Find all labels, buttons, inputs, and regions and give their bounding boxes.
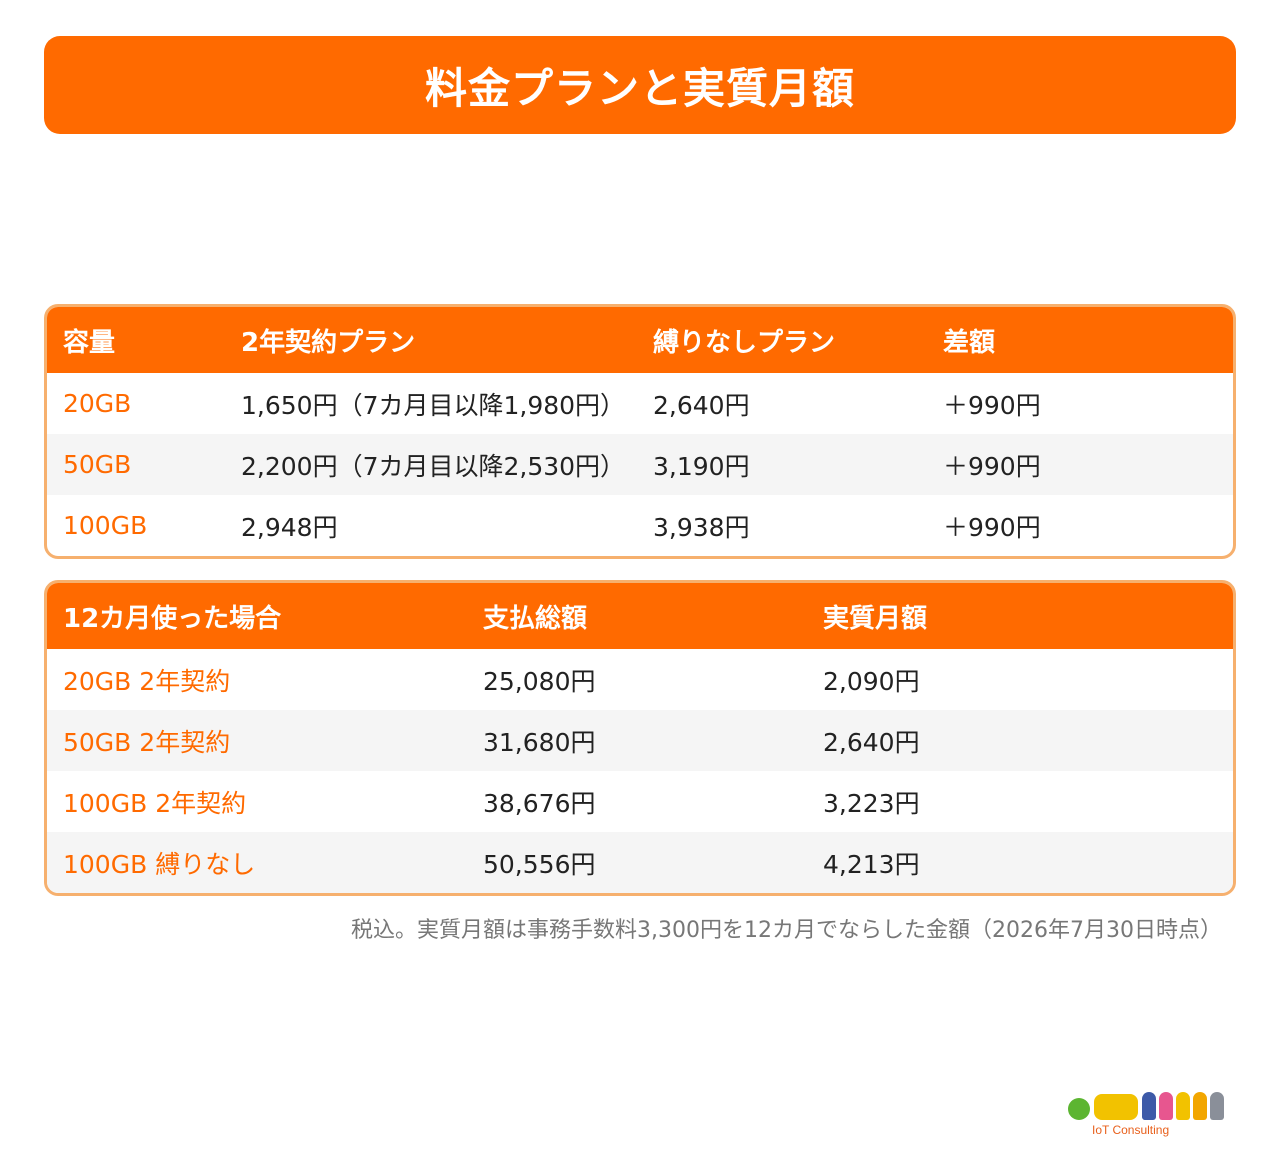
total-payment-cell: 31,680円 (483, 727, 596, 757)
difference-cell: ＋990円 (943, 451, 1041, 481)
header-capacity: 容量 (63, 327, 116, 358)
difference-cell: ＋990円 (943, 390, 1041, 420)
logo-text: IoT Consulting (1092, 1123, 1170, 1137)
header-difference: 差額 (943, 327, 996, 358)
table-row: 50GB 2年契約 31,680円 2,640円 (47, 710, 1233, 771)
capacity-cell: 50GB (63, 450, 132, 479)
header-no-contract-plan: 縛りなしプラン (653, 327, 836, 358)
logo-wordmark-icon (1094, 1094, 1138, 1120)
header-total-payment: 支払総額 (483, 603, 588, 634)
case-cell: 50GB 2年契約 (63, 727, 231, 757)
header-case: 12カ月使った場合 (63, 603, 282, 634)
plans-table-card: 容量 2年契約プラン 縛りなしプラン 差額 20GB 1,650円（7カ月目以降… (44, 304, 1236, 559)
logo-badge-icon (1068, 1098, 1090, 1120)
total-payment-cell: 38,676円 (483, 788, 596, 818)
logo-characters-icon (1142, 1092, 1224, 1120)
total-payment-cell: 50,556円 (483, 849, 596, 879)
case-cell: 100GB 2年契約 (63, 788, 247, 818)
brand-logo: IoT Consulting (1066, 1090, 1226, 1140)
table-row: 100GB 縛りなし 50,556円 4,213円 (47, 832, 1233, 893)
table-row: 100GB 2,948円 3,938円 ＋990円 (47, 495, 1233, 556)
case-cell: 100GB 縛りなし (63, 849, 256, 879)
two-year-price-cell: 2,948円 (241, 512, 338, 542)
table-row: 50GB 2,200円（7カ月目以降2,530円） 3,190円 ＋990円 (47, 434, 1233, 495)
annual-table-header-row: 12カ月使った場合 支払総額 実質月額 (47, 583, 1233, 649)
no-contract-price-cell: 3,190円 (653, 451, 750, 481)
page-title: 料金プランと実質月額 (424, 63, 855, 113)
effective-monthly-cell: 4,213円 (823, 849, 920, 879)
annual-cost-table-card: 12カ月使った場合 支払総額 実質月額 20GB 2年契約 25,080円 2,… (44, 580, 1236, 896)
table-row: 20GB 1,650円（7カ月目以降1,980円） 2,640円 ＋990円 (47, 373, 1233, 434)
annual-cost-table: 12カ月使った場合 支払総額 実質月額 20GB 2年契約 25,080円 2,… (47, 583, 1233, 893)
title-banner: 料金プランと実質月額 (44, 36, 1236, 134)
table-row: 20GB 2年契約 25,080円 2,090円 (47, 649, 1233, 710)
table-row: 100GB 2年契約 38,676円 3,223円 (47, 771, 1233, 832)
capacity-cell: 100GB (63, 511, 148, 540)
effective-monthly-cell: 2,640円 (823, 727, 920, 757)
two-year-price-cell: 1,650円（7カ月目以降1,980円） (241, 390, 626, 420)
header-effective-monthly: 実質月額 (823, 603, 928, 634)
total-payment-cell: 25,080円 (483, 666, 596, 696)
footnote: 税込。実質月額は事務手数料3,300円を12カ月でならした金額（2026年7月3… (351, 918, 1222, 943)
no-contract-price-cell: 3,938円 (653, 512, 750, 542)
difference-cell: ＋990円 (943, 512, 1041, 542)
capacity-cell: 20GB (63, 389, 132, 418)
effective-monthly-cell: 3,223円 (823, 788, 920, 818)
case-cell: 20GB 2年契約 (63, 666, 231, 696)
header-two-year-plan: 2年契約プラン (241, 327, 416, 358)
no-contract-price-cell: 2,640円 (653, 390, 750, 420)
effective-monthly-cell: 2,090円 (823, 666, 920, 696)
two-year-price-cell: 2,200円（7カ月目以降2,530円） (241, 451, 626, 481)
plans-table-header-row: 容量 2年契約プラン 縛りなしプラン 差額 (47, 307, 1233, 373)
plans-table: 容量 2年契約プラン 縛りなしプラン 差額 20GB 1,650円（7カ月目以降… (47, 307, 1233, 556)
